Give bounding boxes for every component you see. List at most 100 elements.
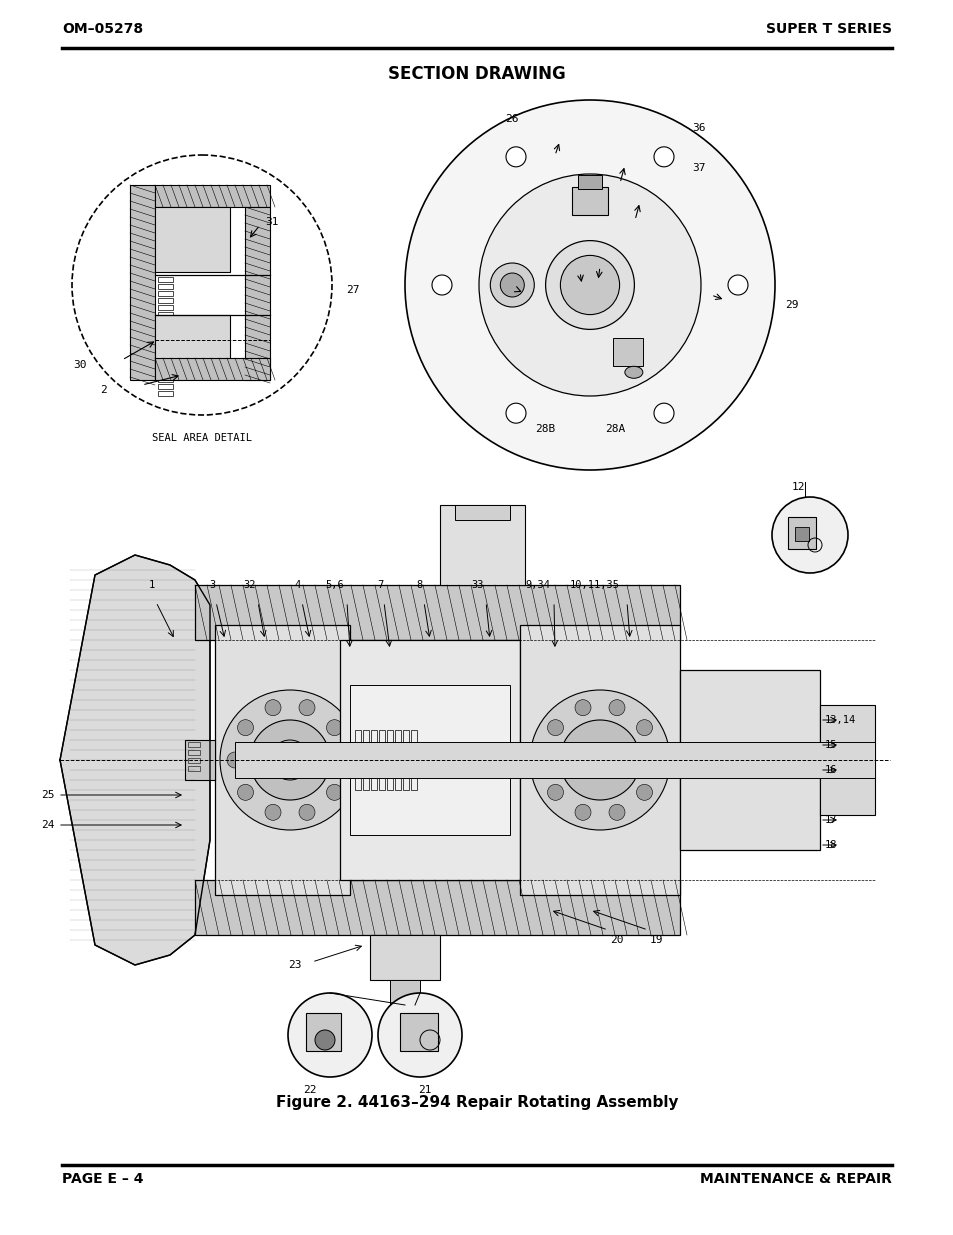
Text: 3: 3 <box>209 580 214 590</box>
Bar <box>154 358 270 380</box>
Text: PAGE E – 4: PAGE E – 4 <box>62 1172 143 1186</box>
Text: 30: 30 <box>73 359 87 370</box>
Circle shape <box>405 100 774 471</box>
Bar <box>395 730 400 790</box>
Bar <box>574 269 605 301</box>
Text: 29: 29 <box>784 300 798 310</box>
Circle shape <box>499 273 524 296</box>
Bar <box>154 185 270 207</box>
Circle shape <box>288 993 372 1077</box>
Text: 21: 21 <box>417 1086 432 1095</box>
Bar <box>363 730 369 790</box>
Text: 37: 37 <box>691 163 704 173</box>
Circle shape <box>490 263 534 308</box>
Text: 10,11,35: 10,11,35 <box>569 580 619 590</box>
Text: 4: 4 <box>294 580 301 590</box>
Circle shape <box>530 690 669 830</box>
Circle shape <box>608 804 624 820</box>
Circle shape <box>314 1030 335 1050</box>
Text: OM–05278: OM–05278 <box>62 22 143 36</box>
Bar <box>306 1013 340 1051</box>
Circle shape <box>326 784 342 800</box>
Circle shape <box>432 275 452 295</box>
Bar <box>679 671 820 850</box>
Text: 22: 22 <box>303 1086 316 1095</box>
Circle shape <box>646 752 662 768</box>
Circle shape <box>547 784 563 800</box>
Text: SUPER T SERIES: SUPER T SERIES <box>765 22 891 36</box>
Circle shape <box>298 700 314 716</box>
Bar <box>130 185 154 380</box>
Bar <box>578 175 601 189</box>
Text: 17: 17 <box>824 815 837 825</box>
Bar <box>158 384 172 389</box>
Circle shape <box>237 720 253 736</box>
Circle shape <box>505 403 525 424</box>
Text: MAINTENANCE & REPAIR: MAINTENANCE & REPAIR <box>700 1172 891 1186</box>
Bar <box>439 505 524 585</box>
Text: 13,14: 13,14 <box>824 715 856 725</box>
Circle shape <box>237 784 253 800</box>
Bar <box>787 517 815 550</box>
Text: 25: 25 <box>42 790 55 800</box>
Bar <box>387 730 393 790</box>
Text: 2: 2 <box>100 385 107 395</box>
Bar <box>371 730 376 790</box>
Bar <box>390 981 419 1005</box>
Circle shape <box>336 752 353 768</box>
Text: 32: 32 <box>244 580 256 590</box>
Circle shape <box>298 804 314 820</box>
Text: 28A: 28A <box>604 425 624 435</box>
Text: 19: 19 <box>649 935 662 945</box>
Bar <box>158 370 172 375</box>
Bar <box>158 377 172 382</box>
Bar <box>820 705 874 815</box>
Text: 1: 1 <box>149 580 155 590</box>
Circle shape <box>227 752 243 768</box>
Bar <box>158 298 172 303</box>
Text: 7: 7 <box>376 580 383 590</box>
Bar <box>378 730 385 790</box>
Text: 12: 12 <box>790 482 804 492</box>
Bar <box>455 505 510 520</box>
Bar <box>188 758 200 763</box>
Text: 8: 8 <box>416 580 423 590</box>
Circle shape <box>326 720 342 736</box>
Text: 16: 16 <box>824 764 837 776</box>
Text: SECTION DRAWING: SECTION DRAWING <box>388 65 565 83</box>
Bar <box>402 730 409 790</box>
Circle shape <box>575 804 591 820</box>
Circle shape <box>727 275 747 295</box>
Bar <box>158 391 172 396</box>
Circle shape <box>654 147 673 167</box>
Text: 18: 18 <box>824 840 837 850</box>
Bar <box>158 363 172 368</box>
Circle shape <box>636 784 652 800</box>
Bar <box>158 291 172 296</box>
Bar <box>154 207 230 272</box>
Text: SEAL AREA DETAIL: SEAL AREA DETAIL <box>152 433 252 443</box>
Bar <box>158 312 172 317</box>
Circle shape <box>220 690 359 830</box>
Bar <box>158 305 172 310</box>
Bar <box>194 585 679 640</box>
Text: 28B: 28B <box>535 425 555 435</box>
Circle shape <box>608 700 624 716</box>
Text: 15: 15 <box>824 740 837 750</box>
Bar <box>188 766 200 771</box>
Text: 36: 36 <box>691 122 704 132</box>
Bar <box>370 935 439 981</box>
Circle shape <box>537 752 553 768</box>
Bar <box>185 740 214 781</box>
Circle shape <box>654 403 673 424</box>
Circle shape <box>265 804 281 820</box>
Bar <box>188 750 200 755</box>
Circle shape <box>478 174 700 396</box>
Text: 20: 20 <box>609 935 623 945</box>
Text: 24: 24 <box>42 820 55 830</box>
Text: 9,34: 9,34 <box>525 580 550 590</box>
Text: 26: 26 <box>504 114 518 124</box>
Bar <box>245 207 270 380</box>
Text: 5,6: 5,6 <box>325 580 344 590</box>
Text: 31: 31 <box>265 217 278 227</box>
